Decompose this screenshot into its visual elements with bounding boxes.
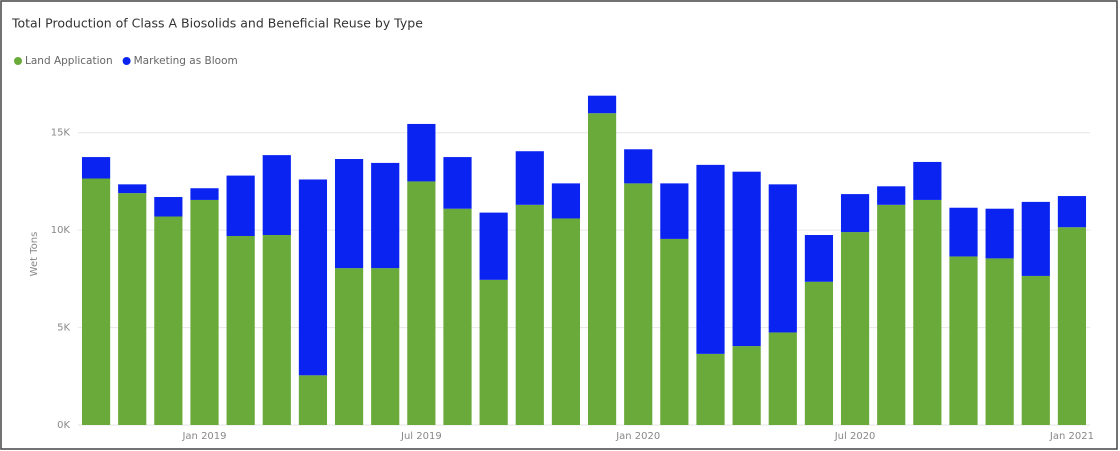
bar-segment xyxy=(443,208,472,425)
bar-segment xyxy=(913,199,942,425)
bar-segment xyxy=(551,183,581,219)
bar-segment xyxy=(660,183,689,239)
bar-segment xyxy=(262,155,291,236)
y-tick-label: 10K xyxy=(51,225,71,236)
bar-segment xyxy=(877,204,906,425)
bar-segment xyxy=(407,181,436,425)
legend-label: Land Application xyxy=(25,55,113,67)
bar-segment xyxy=(587,113,617,425)
bar-segment xyxy=(624,183,653,425)
x-tick-label: Jul 2019 xyxy=(400,431,442,442)
y-axis-label: Wet Tons xyxy=(29,232,40,277)
bar-segment xyxy=(949,256,978,425)
bar-segment xyxy=(479,212,508,280)
bar-segment xyxy=(334,159,364,269)
bar-segment xyxy=(190,199,219,425)
bar-segment xyxy=(1057,227,1087,425)
bar-segment xyxy=(985,258,1014,425)
bar-segment xyxy=(371,268,400,425)
x-tick-label: Jan 2021 xyxy=(1049,431,1094,442)
bar-segment xyxy=(840,232,870,425)
legend: Land Application Marketing as Bloom xyxy=(14,55,238,67)
y-tick-label: 0K xyxy=(57,420,70,431)
bar-segment xyxy=(660,238,689,425)
bar-segment xyxy=(190,188,219,200)
bar-segment xyxy=(298,179,328,376)
x-tick-label: Jan 2020 xyxy=(615,431,660,442)
legend-label: Marketing as Bloom xyxy=(134,55,238,67)
x-tick-label: Jul 2020 xyxy=(834,431,876,442)
bar-segment xyxy=(949,207,978,257)
bar-segment xyxy=(696,164,725,354)
bar-segment xyxy=(840,194,870,233)
y-tick-label: 15K xyxy=(51,128,71,139)
bar-segment xyxy=(768,332,797,425)
bar-segment xyxy=(1021,275,1050,425)
chart-title: Total Production of Class A Biosolids an… xyxy=(11,16,423,31)
bar-segment xyxy=(334,268,364,425)
bar-segment xyxy=(118,193,147,425)
bar-segment xyxy=(262,235,291,425)
x-tick-label: Jan 2019 xyxy=(181,431,226,442)
bar-segment xyxy=(407,123,436,182)
bar-segment xyxy=(877,186,906,205)
bar-segment xyxy=(118,184,147,194)
bar-segment xyxy=(696,353,725,425)
bar-segment xyxy=(81,157,111,179)
bar-segment xyxy=(1021,201,1050,276)
bar-segment xyxy=(515,204,544,425)
bar-segment xyxy=(226,175,255,236)
y-tick-label: 5K xyxy=(57,323,70,334)
bar-segment xyxy=(804,281,834,425)
bar-segment xyxy=(768,184,797,333)
bar-segment xyxy=(154,216,183,425)
bar-segment xyxy=(81,178,111,425)
bar-segment xyxy=(587,95,617,114)
bar-segment xyxy=(154,197,183,217)
legend-marker xyxy=(14,57,22,65)
bar-segment xyxy=(913,161,942,200)
bar-segment xyxy=(732,346,761,425)
bar-segment xyxy=(985,208,1014,259)
bar-segment xyxy=(804,235,834,282)
bar-segment xyxy=(371,162,400,269)
bar-segment xyxy=(515,151,544,205)
bar-segment xyxy=(298,375,328,425)
bar-segment xyxy=(226,235,255,425)
legend-marker xyxy=(122,57,131,65)
bar-segment xyxy=(732,171,761,347)
bar-segment xyxy=(479,279,508,425)
bar-segment xyxy=(624,149,653,184)
bar-segment xyxy=(443,157,472,209)
bar-segment xyxy=(1057,196,1087,228)
bar-segment xyxy=(551,218,581,425)
